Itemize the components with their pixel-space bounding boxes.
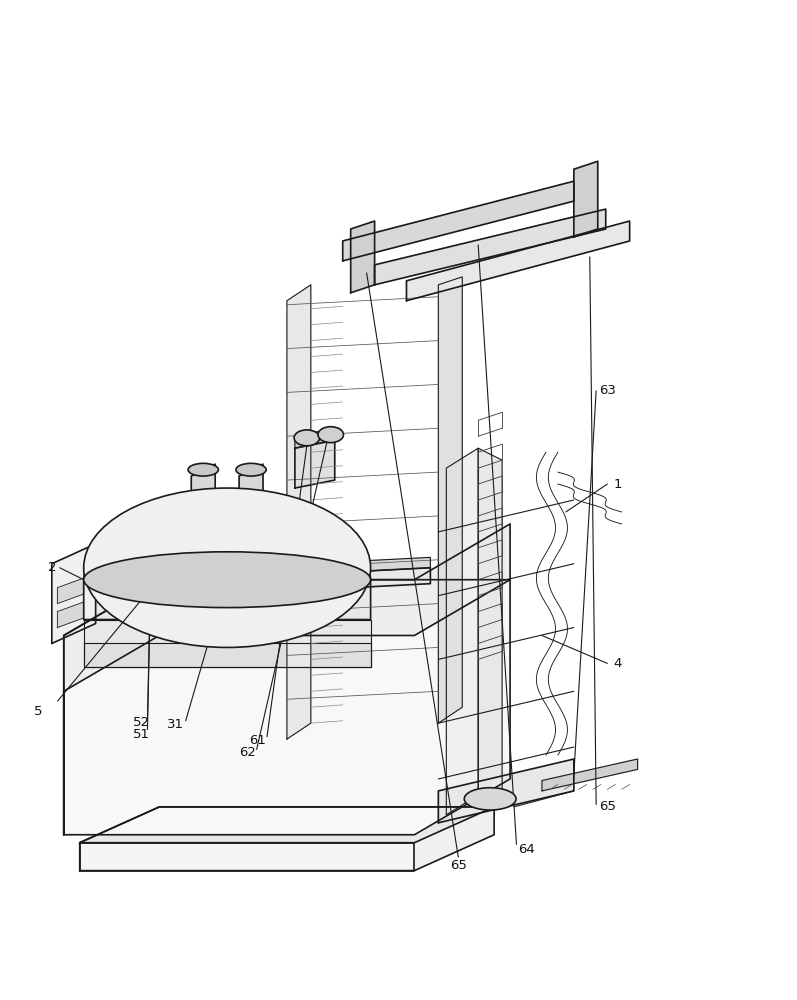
- Polygon shape: [120, 568, 430, 600]
- Polygon shape: [207, 516, 271, 572]
- Polygon shape: [438, 759, 574, 823]
- Polygon shape: [139, 522, 159, 538]
- Text: 1: 1: [614, 478, 622, 491]
- Polygon shape: [375, 209, 606, 285]
- Polygon shape: [295, 428, 335, 448]
- Polygon shape: [478, 448, 502, 807]
- Text: 62: 62: [238, 746, 256, 759]
- Ellipse shape: [84, 552, 371, 608]
- Ellipse shape: [318, 427, 344, 443]
- Polygon shape: [84, 643, 371, 667]
- Polygon shape: [64, 580, 510, 835]
- Polygon shape: [135, 528, 175, 544]
- Text: 65: 65: [599, 800, 616, 813]
- Polygon shape: [57, 602, 84, 628]
- Polygon shape: [406, 221, 630, 301]
- Polygon shape: [343, 181, 574, 261]
- Text: 52: 52: [133, 716, 151, 729]
- Polygon shape: [239, 464, 263, 596]
- Polygon shape: [191, 464, 215, 604]
- Text: 51: 51: [133, 728, 151, 741]
- Polygon shape: [80, 807, 494, 871]
- Text: 31: 31: [167, 718, 184, 731]
- Polygon shape: [120, 557, 430, 584]
- Polygon shape: [57, 578, 84, 604]
- Polygon shape: [574, 161, 598, 237]
- Ellipse shape: [84, 488, 371, 647]
- Polygon shape: [64, 524, 510, 835]
- Text: 3: 3: [135, 589, 143, 602]
- Polygon shape: [52, 544, 96, 643]
- Text: 65: 65: [450, 859, 467, 872]
- Polygon shape: [80, 843, 414, 871]
- Polygon shape: [135, 536, 175, 584]
- Ellipse shape: [464, 788, 516, 810]
- Text: 4: 4: [614, 657, 622, 670]
- Polygon shape: [80, 807, 494, 843]
- Polygon shape: [542, 759, 638, 791]
- Polygon shape: [351, 221, 375, 293]
- Polygon shape: [295, 440, 335, 488]
- Polygon shape: [84, 500, 371, 620]
- Polygon shape: [438, 277, 462, 723]
- Text: 2: 2: [48, 561, 56, 574]
- Polygon shape: [446, 448, 478, 815]
- Ellipse shape: [188, 463, 218, 476]
- Text: 5: 5: [34, 705, 42, 718]
- Polygon shape: [287, 285, 311, 739]
- Text: 61: 61: [249, 734, 266, 747]
- Text: 64: 64: [517, 843, 535, 856]
- Polygon shape: [84, 620, 371, 667]
- Text: 63: 63: [599, 384, 616, 397]
- Ellipse shape: [294, 430, 320, 446]
- Ellipse shape: [236, 463, 266, 476]
